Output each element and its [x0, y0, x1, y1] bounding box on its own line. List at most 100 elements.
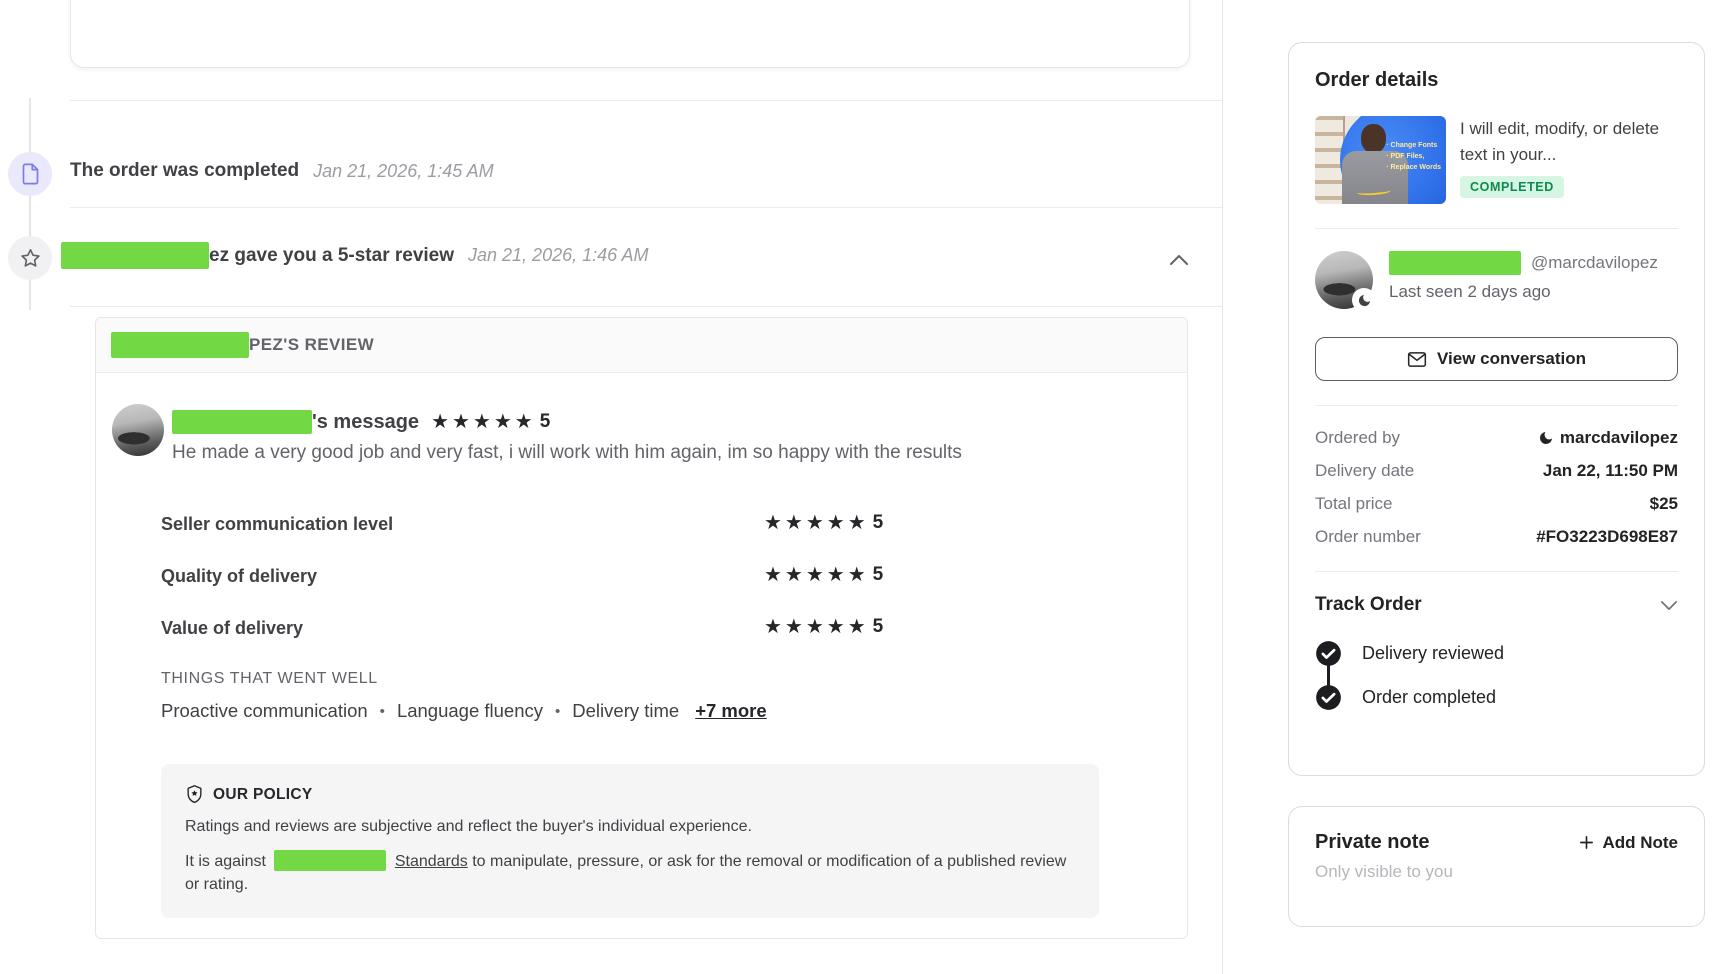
- rating-categories: Seller communication level ★★★★★ 5 Quali…: [161, 500, 1061, 656]
- divider: [1315, 571, 1678, 572]
- rating-category-label: Quality of delivery: [161, 566, 318, 586]
- order-details-title: Order details: [1315, 69, 1439, 91]
- add-note-button[interactable]: Add Note: [1578, 833, 1678, 853]
- gig-summary[interactable]: · Change Fonts · PDF Files, · Replace Wo…: [1315, 116, 1678, 204]
- policy-box: OUR POLICY Ratings and reviews are subje…: [161, 764, 1099, 919]
- divider: [1315, 405, 1678, 406]
- order-number-value: #FO3223D698E87: [1536, 527, 1678, 546]
- overall-rating-value: 5: [539, 411, 551, 432]
- policy-line2-prefix: It is against: [185, 853, 266, 870]
- rating-value: 5: [872, 512, 884, 533]
- policy-title: OUR POLICY: [213, 785, 313, 803]
- collapse-review-button[interactable]: [1162, 246, 1196, 274]
- divider: [70, 207, 1222, 208]
- seller-avatar[interactable]: [1315, 251, 1376, 312]
- status-badge: COMPLETED: [1460, 175, 1564, 198]
- event-timestamp: Jan 21, 2026, 1:45 AM: [313, 160, 494, 181]
- review-card: PEZ'S REVIEW 's message ★★★★★ 5 He made …: [95, 317, 1188, 939]
- rating-value: 5: [872, 564, 884, 585]
- total-price-value: $25: [1649, 494, 1678, 513]
- moon-status-icon: [1352, 288, 1376, 312]
- order-meta: Ordered by marcdavilopez Delivery date J…: [1315, 428, 1678, 547]
- redaction-block: [61, 242, 209, 269]
- shield-star-icon: [185, 784, 204, 805]
- review-header-title: PEZ'S REVIEW: [249, 335, 375, 354]
- add-note-label: Add Note: [1602, 832, 1678, 852]
- chevron-down-icon[interactable]: [1660, 600, 1678, 611]
- review-message-row: 's message ★★★★★ 5: [172, 410, 550, 434]
- meta-row: Delivery date Jan 22, 11:50 PM: [1315, 461, 1678, 480]
- track-order-title: Track Order: [1315, 594, 1422, 615]
- went-well-tags: Proactive communication • Language fluen…: [161, 700, 767, 722]
- chevron-up-icon: [1169, 254, 1189, 266]
- rating-row: Value of delivery ★★★★★ 5: [161, 604, 1061, 656]
- person-art: [1342, 151, 1408, 204]
- redaction-block: [1389, 251, 1521, 275]
- went-well-tag: Language fluency: [396, 700, 544, 721]
- divider: [70, 306, 1222, 307]
- delivery-date-value: Jan 22, 11:50 PM: [1542, 461, 1678, 480]
- star-rating-icons: ★★★★★: [764, 564, 869, 586]
- star-rating-icons: ★★★★★: [764, 512, 869, 534]
- policy-line1: Ratings and reviews are subjective and r…: [185, 818, 752, 835]
- envelope-icon: [1407, 351, 1427, 368]
- event-title: The order was completed: [70, 160, 300, 181]
- policy-line2: It is against Standards to manipulate, p…: [185, 850, 1075, 896]
- view-conversation-label: View conversation: [1437, 349, 1586, 368]
- last-seen-text: Last seen 2 days ago: [1389, 282, 1551, 301]
- ordered-by-value: marcdavilopez: [1559, 428, 1678, 447]
- overall-star-rating-icons: ★★★★★: [431, 411, 536, 433]
- pane-divider: [1222, 0, 1223, 974]
- more-tags-link[interactable]: +7 more: [695, 700, 767, 721]
- rating-value: 5: [872, 616, 884, 637]
- gig-thumbnail[interactable]: · Change Fonts · PDF Files, · Replace Wo…: [1315, 116, 1446, 204]
- check-circle-icon: [1315, 684, 1342, 711]
- review-message-label: 's message: [312, 410, 420, 433]
- milestone-label: Order completed: [1362, 687, 1497, 707]
- community-standards-link[interactable]: Standards: [394, 853, 468, 870]
- track-order-milestones: Delivery reviewed Order completed: [1315, 640, 1678, 711]
- private-note-subtitle: Only visible to you: [1315, 862, 1453, 881]
- tag-separator: •: [379, 702, 385, 720]
- rating-row: Seller communication level ★★★★★ 5: [161, 500, 1061, 552]
- rating-row: Quality of delivery ★★★★★ 5: [161, 552, 1061, 604]
- view-conversation-button[interactable]: View conversation: [1315, 337, 1678, 381]
- star-icon: [8, 236, 52, 280]
- event-timestamp: Jan 21, 2026, 1:46 AM: [468, 245, 649, 265]
- tag-separator: •: [555, 702, 561, 720]
- meta-row: Order number #FO3223D698E87: [1315, 527, 1678, 546]
- rating-category-label: Seller communication level: [161, 514, 394, 534]
- seller-info: @marcdavilopez Last seen 2 days ago: [1315, 251, 1678, 312]
- event-title: ez gave you a 5-star review: [209, 244, 455, 266]
- milestone-label: Delivery reviewed: [1362, 643, 1505, 663]
- went-well-tag: Delivery time: [572, 700, 680, 721]
- review-card-header: PEZ'S REVIEW: [96, 318, 1187, 373]
- private-note-card: Private note Add Note Only visible to yo…: [1288, 806, 1705, 927]
- timeline-rail: [29, 98, 31, 310]
- redaction-block: [274, 850, 387, 871]
- previous-card-fragment: [70, 0, 1190, 68]
- thumbnail-text: · Change Fonts · PDF Files, · Replace Wo…: [1386, 142, 1441, 171]
- timeline-event-review: ez gave you a 5-star review Jan 21, 2026…: [61, 242, 648, 269]
- divider: [1315, 228, 1678, 229]
- things-went-well-title: THINGS THAT WENT WELL: [161, 670, 378, 687]
- buyer-avatar: [112, 404, 164, 456]
- track-order-header[interactable]: Track Order: [1315, 594, 1678, 616]
- redaction-block: [172, 410, 312, 434]
- star-rating-icons: ★★★★★: [764, 616, 869, 638]
- milestone-row: Delivery reviewed: [1315, 640, 1678, 667]
- seller-handle[interactable]: @marcdavilopez: [1531, 253, 1658, 272]
- meta-row: Ordered by marcdavilopez: [1315, 428, 1678, 447]
- order-details-card: Order details · Change Fonts · PDF Files…: [1288, 42, 1705, 776]
- private-note-title: Private note: [1315, 831, 1430, 853]
- review-message-text: He made a very good job and very fast, i…: [172, 442, 962, 463]
- meta-row: Total price $25: [1315, 494, 1678, 513]
- gig-title[interactable]: I will edit, modify, or delete text in y…: [1460, 119, 1660, 165]
- plus-icon: [1578, 834, 1595, 851]
- moon-icon: [1538, 430, 1554, 446]
- check-circle-icon: [1315, 640, 1342, 667]
- divider: [70, 100, 1222, 101]
- went-well-tag: Proactive communication: [161, 700, 368, 721]
- timeline-event-order-completed: The order was completed Jan 21, 2026, 1:…: [70, 160, 494, 182]
